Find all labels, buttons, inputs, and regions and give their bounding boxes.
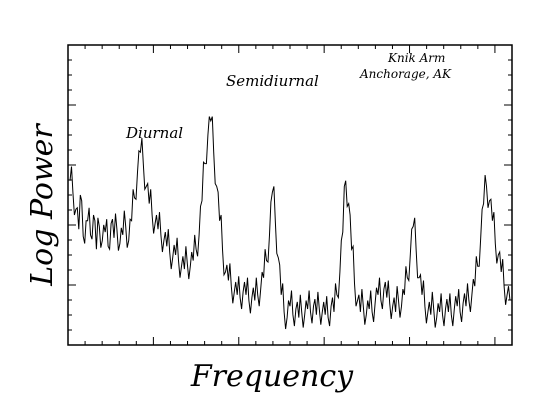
plot-frame [67, 44, 513, 346]
annotation-diurnal: Diurnal [125, 124, 183, 142]
y-axis-label: Log Power [25, 123, 60, 287]
annotation-semidiurnal: Semidiurnal [226, 72, 319, 90]
annotation-station-name: Knik Arm [387, 51, 445, 65]
annotation-station-location: Anchorage, AK [359, 67, 452, 81]
spectrum-line [69, 116, 511, 330]
x-axis-label: Frequency [190, 359, 354, 394]
y-axis-ticks [68, 59, 512, 331]
